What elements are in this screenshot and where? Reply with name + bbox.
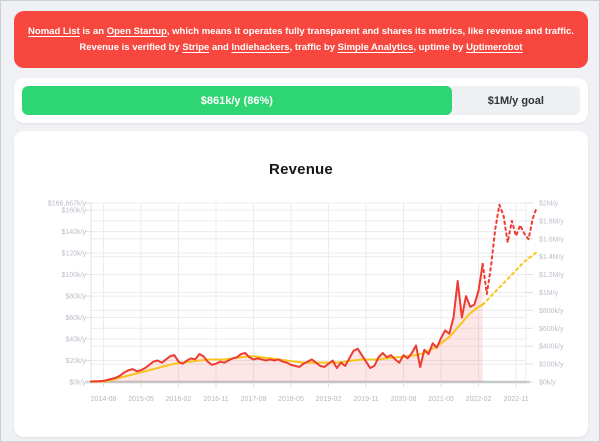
progress-goal-segment: $1M/y goal	[452, 86, 580, 115]
x-axis-label: 2020-08	[391, 396, 417, 403]
banner-text: , uptime by	[413, 42, 467, 53]
right-axis-label: $1.8M/y	[539, 218, 564, 225]
revenue-chart-card: Revenue $166,667k/y $160k/y $140k/y $120k/y…	[14, 131, 588, 437]
x-axis-label: 2022-02	[466, 396, 492, 403]
banner-link-open-startup[interactable]: Open Startup	[106, 26, 167, 37]
left-axis-label: $140k/y	[61, 229, 86, 236]
right-axis-label: $1.2M/y	[539, 272, 564, 279]
x-axis-label: 2014-08	[91, 396, 117, 403]
x-axis-label: 2019-02	[316, 396, 342, 403]
left-axis-label: $60k/y	[65, 315, 86, 322]
progress-track: $861k/y (86%) $1M/y goal	[22, 86, 580, 115]
progress-fill: $861k/y (86%)	[22, 86, 452, 115]
left-axis-label: $160k/y	[61, 208, 86, 215]
x-axis-label: 2021-05	[428, 396, 454, 403]
x-axis-label: 2015-05	[128, 396, 154, 403]
left-axis-label: $0k/y	[69, 380, 86, 387]
banner-text: Revenue is verified by	[79, 42, 183, 53]
left-axis-label: $20k/y	[65, 358, 86, 365]
left-axis-label: $166,667k/y	[48, 201, 87, 208]
left-axis-label: $80k/y	[65, 294, 86, 301]
banner-link-stripe[interactable]: Stripe	[182, 42, 210, 53]
left-axis-label: $120k/y	[61, 251, 86, 258]
banner-text: is an	[79, 26, 107, 37]
x-axis-label: 2022-11	[503, 396, 528, 403]
banner-link-simple-analytics[interactable]: Simple Analytics	[337, 42, 414, 53]
banner-link-uptimerobot[interactable]: Uptimerobot	[466, 42, 523, 53]
left-axis-label: $40k/y	[65, 337, 86, 344]
x-axis-label: 2016-11	[203, 396, 228, 403]
banner-text: and	[209, 42, 232, 53]
right-axis-label: $1.6M/y	[539, 236, 564, 243]
open-startup-banner: Nomad List is an Open Startup, which mea…	[14, 11, 588, 68]
banner-link-nomad-list[interactable]: Nomad List	[28, 26, 80, 37]
right-axis-label: $0k/y	[539, 380, 556, 387]
right-axis-label: $1M/y	[539, 290, 559, 297]
monthly-revenue-line	[90, 262, 484, 383]
x-axis-label: 2019-11	[353, 396, 378, 403]
right-axis-label: $1.4M/y	[539, 254, 564, 261]
x-axis-label: 2016-02	[166, 396, 192, 403]
revenue-progress-card: $861k/y (86%) $1M/y goal	[14, 78, 588, 123]
banner-line-2: Revenue is verified by Stripe and Indieh…	[79, 42, 522, 53]
trend-forecast-line	[481, 251, 538, 306]
x-axis-label: 2017-08	[241, 396, 267, 403]
banner-text: , which means it operates fully transpar…	[166, 26, 574, 37]
banner-text: , traffic by	[289, 42, 338, 53]
goal-label: $1M/y goal	[487, 94, 544, 107]
right-axis-label: $400k/y	[539, 344, 564, 351]
banner-line-1: Nomad List is an Open Startup, which mea…	[28, 26, 574, 37]
x-axis-label: 2018-05	[278, 396, 304, 403]
right-axis-label: $600k/y	[539, 326, 564, 333]
revenue-chart: $166,667k/y$160k/y $140k/y $120k/y $100k/y $…	[48, 201, 565, 404]
chart-title: Revenue	[269, 161, 333, 178]
banner-link-indiehackers[interactable]: Indiehackers	[231, 42, 290, 53]
monthly-revenue-forecast-line	[481, 203, 538, 295]
progress-value-label: $861k/y (86%)	[200, 94, 273, 107]
right-axis-label: $2M/y	[539, 201, 559, 208]
left-axis-label: $100k/y	[61, 272, 86, 279]
right-axis-label: $800k/y	[539, 308, 564, 315]
right-axis-label: $200k/y	[539, 362, 564, 369]
